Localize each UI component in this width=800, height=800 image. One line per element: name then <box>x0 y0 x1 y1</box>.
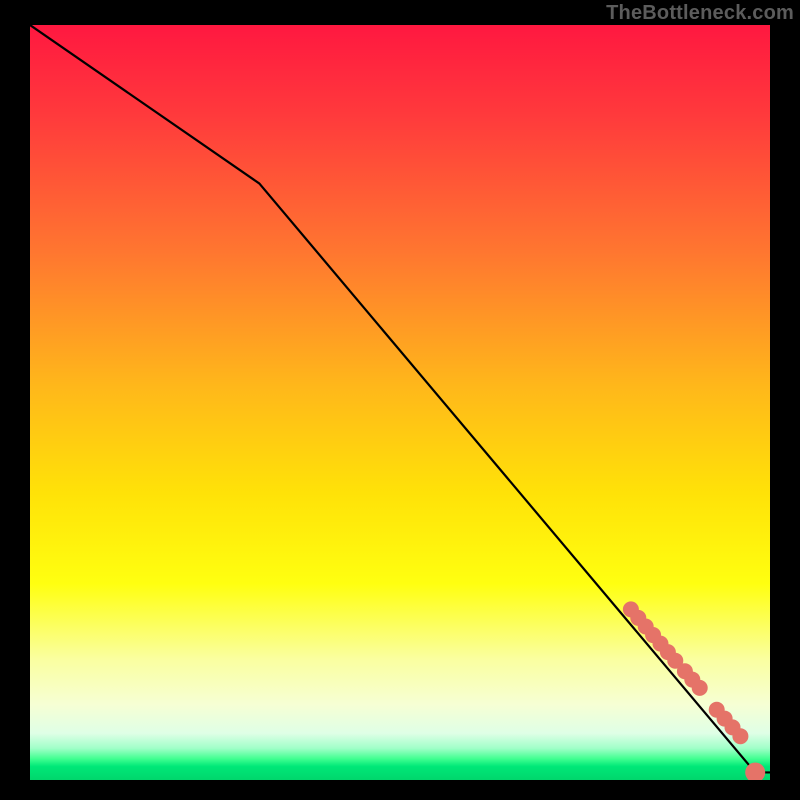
watermark-text: TheBottleneck.com <box>606 2 794 25</box>
chart-frame: TheBottleneck.com <box>0 0 800 800</box>
marker-point <box>692 680 708 696</box>
plot-area <box>30 25 770 780</box>
marker-point <box>732 728 748 744</box>
trend-line <box>30 25 770 772</box>
chart-overlay <box>30 25 770 780</box>
